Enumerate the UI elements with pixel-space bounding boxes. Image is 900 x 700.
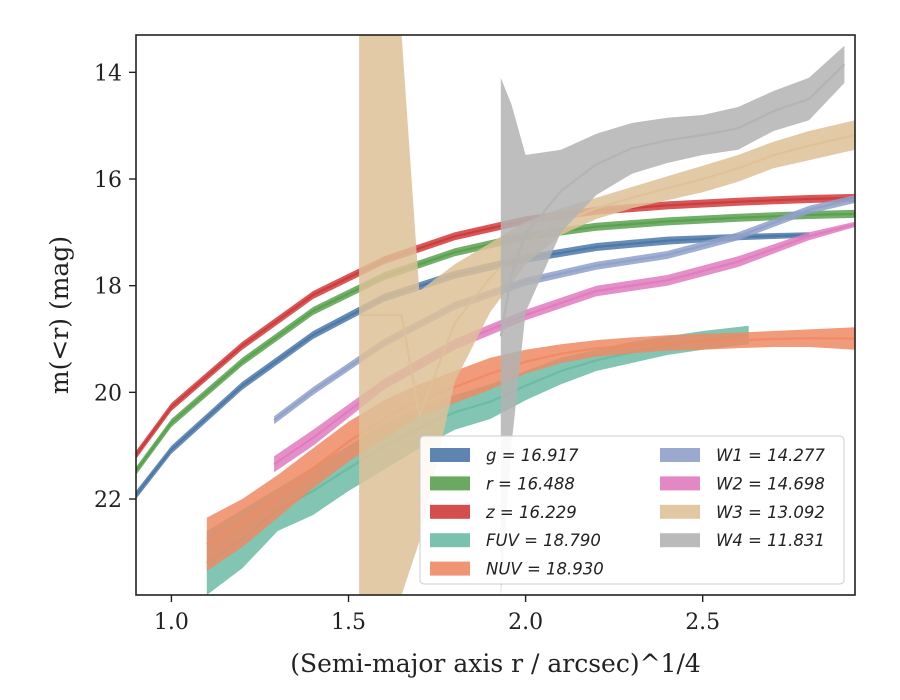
legend-label-8: W4 = 11.831 (716, 531, 825, 550)
series-2 (136, 193, 855, 459)
series-band-4 (206, 327, 855, 571)
legend-box (419, 435, 845, 585)
x-tick-label-3: 2.5 (685, 610, 720, 635)
legend: g = 16.917 r = 16.488 z = 16.229 FUV = 18.7… (419, 435, 845, 585)
legend-label-7: W3 = 13.092 (716, 503, 825, 522)
legend-swatch-6 (660, 476, 700, 491)
legend-label-4: NUV = 18.930 (486, 560, 604, 579)
y-axis-label: m(<r) (mag) (45, 236, 74, 394)
series-line-8 (499, 63, 846, 337)
legend-label-1: r = 16.488 (486, 474, 575, 493)
x-tick-label-2: 2.0 (508, 610, 543, 635)
axes: 1.0 1.5 2.0 2.5 14 16 18 20 22 (94, 34, 856, 635)
legend-label-3: FUV = 18.790 (486, 531, 601, 550)
legend-swatch-7 (660, 504, 700, 519)
series-band-8 (500, 45, 845, 595)
legend-swatch-5 (660, 448, 700, 462)
series-8 (499, 45, 846, 595)
x-tick-label-1: 1.5 (331, 610, 366, 635)
series-6 (273, 221, 855, 473)
legend-swatch-3 (430, 533, 470, 548)
plot-frame (135, 34, 856, 596)
y-tick-label-3: 20 (94, 381, 122, 406)
series-line-7 (359, 133, 855, 421)
series-line-4 (206, 337, 855, 546)
x-tick-label-0: 1.0 (154, 610, 189, 635)
y-tick-label-2: 18 (94, 275, 122, 300)
series-5 (273, 195, 855, 425)
series-band-7 (359, 35, 855, 595)
legend-label-0: g = 16.917 (486, 446, 579, 465)
series-7 (359, 35, 855, 595)
legend-swatch-2 (430, 504, 470, 519)
y-tick-label-1: 16 (94, 168, 122, 193)
series-line-2 (136, 196, 855, 456)
y-tick-label-0: 14 (94, 61, 122, 86)
legend-label-5: W1 = 14.277 (716, 446, 825, 465)
legend-label-2: z = 16.229 (485, 503, 577, 522)
legend-swatch-1 (430, 476, 470, 491)
series-bands (136, 35, 855, 595)
legend-swatch-8 (660, 533, 700, 548)
series-4 (206, 327, 855, 571)
x-axis-label: (Semi-major axis r / arcsec)^1/4 (290, 649, 701, 678)
series-line-6 (273, 223, 855, 466)
y-tick-label-4: 22 (94, 488, 122, 513)
legend-label-6: W2 = 14.698 (716, 474, 825, 493)
legend-swatch-0 (430, 448, 470, 462)
series-line-5 (273, 197, 855, 422)
legend-swatch-4 (430, 561, 470, 576)
series-band-5 (274, 195, 855, 425)
